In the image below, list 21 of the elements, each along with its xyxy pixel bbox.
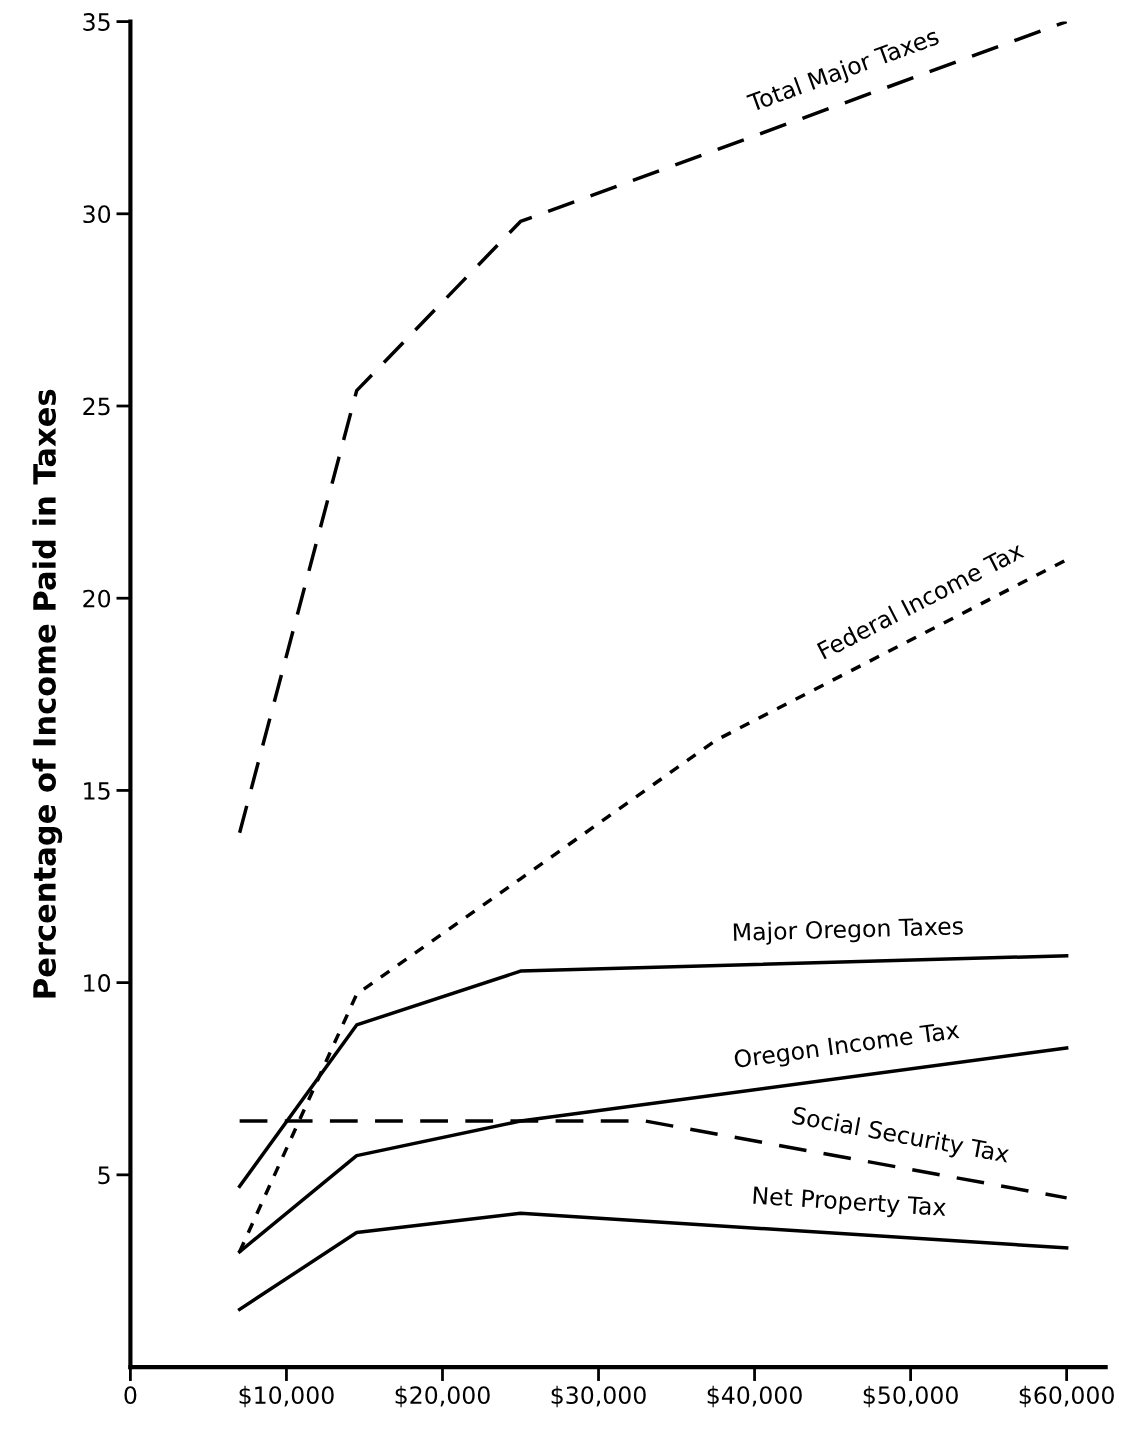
y-tick-label: 20 <box>83 589 111 608</box>
series-label: Major Oregon Taxes <box>733 916 964 946</box>
x-tick-label: $10,000 <box>239 1385 334 1408</box>
x-tick-label: $50,000 <box>863 1385 958 1408</box>
text: Oregon Income Tax <box>733 1020 961 1073</box>
y-tick-label: 30 <box>83 205 111 224</box>
text: Social Security Tax <box>790 1105 1011 1168</box>
text: Total Major Taxes <box>746 26 942 117</box>
x-tick-label: $30,000 <box>551 1385 646 1408</box>
y-tick-label: 25 <box>83 397 110 416</box>
x-tick-label: $60,000 <box>1019 1385 1114 1408</box>
y-axis-title: Percentage of Income Paid in Taxes <box>32 389 63 998</box>
y-tick-label: 35 <box>83 13 110 31</box>
line-series <box>237 21 1069 835</box>
y-tick-label: 10 <box>84 974 111 992</box>
y-tick-label: 5 <box>98 1166 110 1185</box>
series-label: Net Property Tax <box>753 1186 947 1221</box>
x-tick-label: $20,000 <box>395 1385 490 1408</box>
y-tick-label: 15 <box>84 782 110 800</box>
x-tick-label: $40,000 <box>707 1385 802 1408</box>
x-tick-label: 0 <box>124 1386 137 1405</box>
